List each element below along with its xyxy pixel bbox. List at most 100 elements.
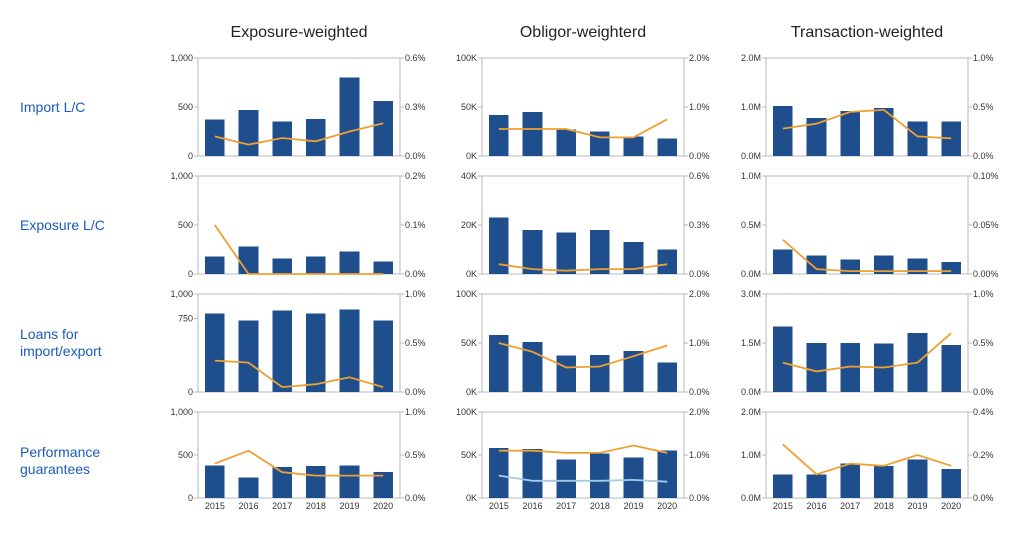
svg-text:1.0%: 1.0% <box>973 53 994 63</box>
row-label-2: Loans for import/export <box>20 326 150 360</box>
svg-text:2018: 2018 <box>306 501 326 511</box>
chart-2-0: 0 750 1,000 0.0% 0.5% 1.0% <box>164 288 434 398</box>
svg-text:0.5%: 0.5% <box>973 102 994 112</box>
svg-text:50K: 50K <box>461 450 477 460</box>
svg-text:0.05%: 0.05% <box>973 220 999 230</box>
svg-text:100K: 100K <box>456 289 477 299</box>
chart-2-2: 0.0M1.5M3.0M0.0%0.5%1.0% <box>732 288 1002 398</box>
col-header-2: Transaction-weighted <box>732 24 1002 44</box>
svg-text:0: 0 <box>188 151 193 161</box>
svg-text:2020: 2020 <box>657 501 677 511</box>
svg-text:2.0M: 2.0M <box>741 53 761 63</box>
svg-text:2017: 2017 <box>556 501 576 511</box>
svg-text:0K: 0K <box>466 151 477 161</box>
svg-text:100K: 100K <box>456 53 477 63</box>
chart-grid: Exposure-weighted Obligor-weighterd Tran… <box>20 18 1004 516</box>
svg-text:0.5%: 0.5% <box>405 450 426 460</box>
svg-text:1,000: 1,000 <box>170 53 193 63</box>
svg-text:2016: 2016 <box>238 501 258 511</box>
svg-text:0.3%: 0.3% <box>405 102 426 112</box>
svg-text:2019: 2019 <box>907 501 927 511</box>
cell-2-2: 0.0M1.5M3.0M0.0%0.5%1.0% <box>732 288 1002 398</box>
svg-text:0K: 0K <box>466 493 477 503</box>
svg-text:0.0M: 0.0M <box>741 151 761 161</box>
svg-text:2.0%: 2.0% <box>689 289 710 299</box>
svg-text:0.0M: 0.0M <box>741 387 761 397</box>
col-header-0: Exposure-weighted <box>164 24 434 44</box>
svg-text:2017: 2017 <box>840 501 860 511</box>
row-label-3: Performance guarantees <box>20 444 150 478</box>
svg-text:0: 0 <box>188 387 193 397</box>
cell-1-0: 0 500 1,000 0.0% 0.1% 0.2% <box>164 170 434 280</box>
cell-0-0: 05001,0000.0%0.3%0.6% <box>164 52 434 162</box>
svg-text:1,000: 1,000 <box>170 171 193 181</box>
svg-text:2.0M: 2.0M <box>741 407 761 417</box>
svg-text:2015: 2015 <box>489 501 509 511</box>
svg-text:2019: 2019 <box>623 501 643 511</box>
svg-text:40K: 40K <box>461 171 477 181</box>
svg-text:20K: 20K <box>461 220 477 230</box>
cell-3-2: 0.0M1.0M2.0M0.0%0.2%0.4%2015201620172018… <box>732 406 1002 516</box>
svg-text:0.4%: 0.4% <box>973 407 994 417</box>
svg-text:500: 500 <box>178 220 193 230</box>
svg-text:1,000: 1,000 <box>170 289 193 299</box>
svg-text:0.2%: 0.2% <box>405 171 426 181</box>
svg-text:0.00%: 0.00% <box>973 269 999 279</box>
svg-text:0.0%: 0.0% <box>973 493 994 503</box>
svg-text:0.0%: 0.0% <box>689 387 710 397</box>
svg-text:100K: 100K <box>456 407 477 417</box>
svg-text:2018: 2018 <box>874 501 894 511</box>
svg-text:0.0%: 0.0% <box>405 387 426 397</box>
chart-1-0: 0 500 1,000 0.0% 0.1% 0.2% <box>164 170 434 280</box>
svg-text:0.5%: 0.5% <box>405 338 426 348</box>
cell-3-0: 05001,0000.0%0.5%1.0%2015201620172018201… <box>164 406 434 516</box>
svg-text:0.2%: 0.2% <box>973 450 994 460</box>
chart-2-1: 0K50K100K0.0%1.0%2.0% <box>448 288 718 398</box>
svg-text:500: 500 <box>178 102 193 112</box>
svg-text:0.0%: 0.0% <box>689 151 710 161</box>
chart-1-2: 0.0M0.5M1.0M0.00%0.05%0.10% <box>732 170 1002 280</box>
svg-text:0.5%: 0.5% <box>973 338 994 348</box>
svg-text:0: 0 <box>188 493 193 503</box>
svg-text:2020: 2020 <box>941 501 961 511</box>
svg-text:0: 0 <box>188 269 193 279</box>
svg-text:1.0%: 1.0% <box>689 102 710 112</box>
svg-text:0.0%: 0.0% <box>405 151 426 161</box>
row-label-1: Exposure L/C <box>20 217 150 234</box>
svg-text:750: 750 <box>178 314 193 324</box>
cell-1-1: 0K20K40K0.0%0.3%0.6% <box>448 170 718 280</box>
svg-text:0.0%: 0.0% <box>973 151 994 161</box>
svg-text:0K: 0K <box>466 387 477 397</box>
cell-1-2: 0.0M0.5M1.0M0.00%0.05%0.10% <box>732 170 1002 280</box>
chart-1-1: 0K20K40K0.0%0.3%0.6% <box>448 170 718 280</box>
svg-text:1.0%: 1.0% <box>405 289 426 299</box>
svg-text:0.0%: 0.0% <box>689 269 710 279</box>
figure-root: { "global": { "categories": ["2015", "20… <box>0 0 1024 539</box>
svg-text:2015: 2015 <box>205 501 225 511</box>
svg-text:3.0M: 3.0M <box>741 289 761 299</box>
svg-text:1.0%: 1.0% <box>405 407 426 417</box>
svg-text:2015: 2015 <box>773 501 793 511</box>
svg-text:1.0M: 1.0M <box>741 171 761 181</box>
svg-text:1.0%: 1.0% <box>689 338 710 348</box>
svg-text:2.0%: 2.0% <box>689 53 710 63</box>
svg-text:0.0M: 0.0M <box>741 493 761 503</box>
svg-text:0.0%: 0.0% <box>689 493 710 503</box>
chart-3-2: 0.0M1.0M2.0M0.0%0.2%0.4%2015201620172018… <box>732 406 1002 516</box>
svg-text:2016: 2016 <box>522 501 542 511</box>
svg-text:1,000: 1,000 <box>170 407 193 417</box>
row-label-0: Import L/C <box>20 99 150 116</box>
chart-3-0: 05001,0000.0%0.5%1.0%2015201620172018201… <box>164 406 434 516</box>
svg-text:0.6%: 0.6% <box>689 171 710 181</box>
svg-text:1.0M: 1.0M <box>741 450 761 460</box>
cell-0-1: 0K50K100K0.0%1.0%2.0% <box>448 52 718 162</box>
svg-text:0.0%: 0.0% <box>405 269 426 279</box>
svg-text:0.0%: 0.0% <box>973 387 994 397</box>
chart-3-1: 0K50K100K0.0%1.0%2.0%2015201620172018201… <box>448 406 718 516</box>
chart-0-2: 0.0M1.0M2.0M0.0%0.5%1.0% <box>732 52 1002 162</box>
svg-text:500: 500 <box>178 450 193 460</box>
svg-text:0.1%: 0.1% <box>405 220 426 230</box>
cell-3-1: 0K50K100K0.0%1.0%2.0%2015201620172018201… <box>448 406 718 516</box>
svg-text:1.0%: 1.0% <box>973 289 994 299</box>
svg-text:0.5M: 0.5M <box>741 220 761 230</box>
